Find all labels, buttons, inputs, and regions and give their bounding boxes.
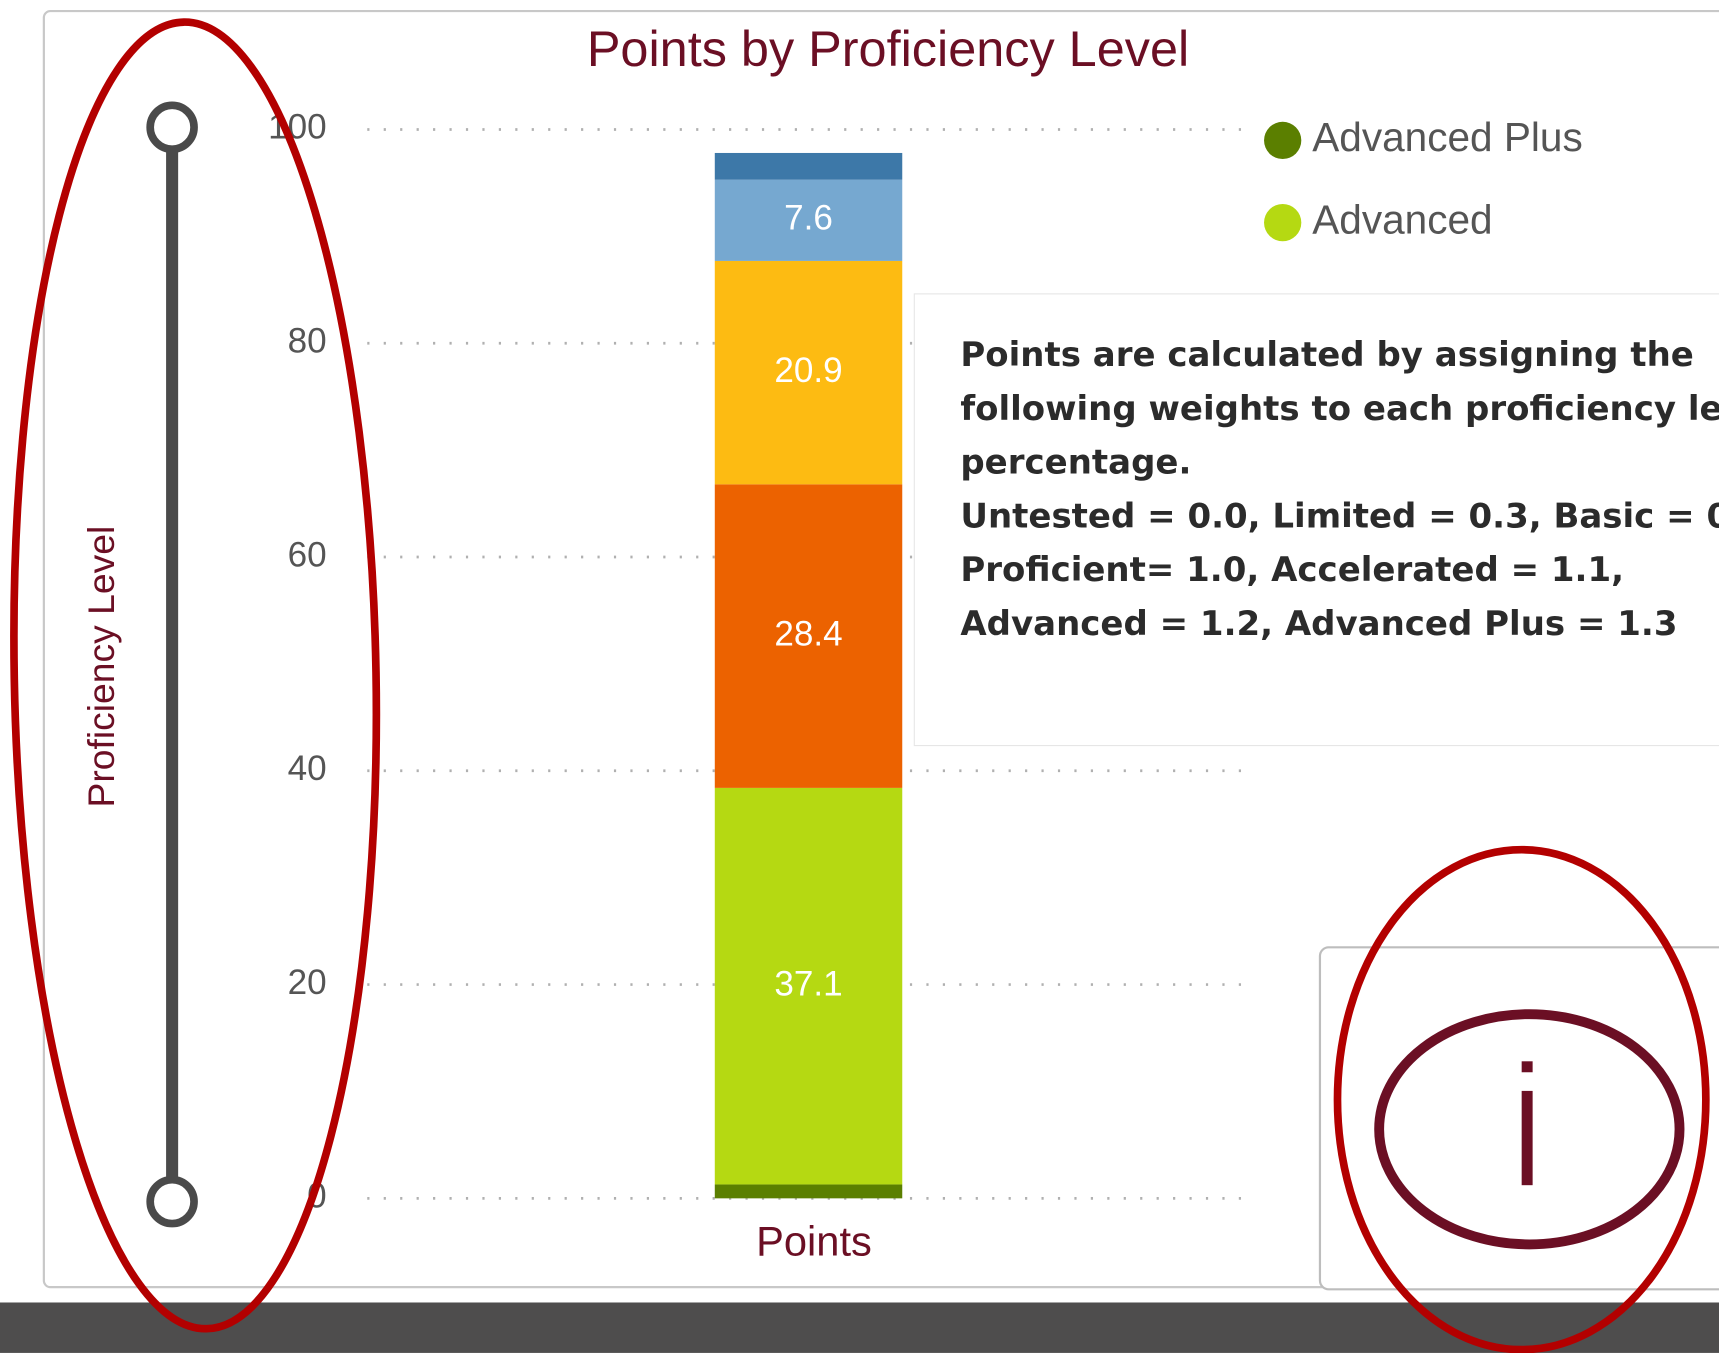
- legend-swatch: [1264, 121, 1302, 160]
- y-axis-label: Proficiency Level: [80, 526, 122, 808]
- plot: 37.1 28.4 20.9 7.6 Points Advanced Plus Advanc…: [714, 114, 1583, 1264]
- legend-label: Advanced: [1312, 196, 1492, 242]
- x-tick-label: Points: [756, 1217, 872, 1264]
- tooltip-text-block: Points are calculated by assigning the f…: [960, 329, 1719, 651]
- data-label: 7.6: [784, 199, 833, 238]
- info-button[interactable]: [1318, 946, 1719, 1291]
- data-label: 28.4: [774, 614, 842, 653]
- y-tick-label: 40: [288, 749, 327, 788]
- info-icon-ring: [1374, 1009, 1685, 1250]
- bar-segment: [714, 260, 903, 485]
- tooltip-content: Points are calculated by assigning the f…: [960, 329, 1719, 651]
- slider-handle[interactable]: [146, 1175, 198, 1228]
- chart-title: Points by Proficiency Level: [587, 20, 1189, 77]
- y-tick-label: 20: [288, 963, 327, 1002]
- annotation-ellipse: [10, 18, 381, 1333]
- annotation-ellipse: [1333, 845, 1710, 1353]
- footer-bar: [0, 1302, 1719, 1353]
- legend-swatch: [1264, 203, 1302, 242]
- tooltip-text: Points are calculated by assigning the f…: [960, 335, 1719, 483]
- info-icon-dot: [1521, 1061, 1533, 1073]
- data-label: 37.1: [774, 964, 842, 1003]
- y-tick-label: 80: [288, 321, 327, 360]
- bar-segment: [714, 484, 903, 788]
- info-icon-stem: [1521, 1090, 1533, 1186]
- bar-segment: [714, 152, 903, 180]
- y-tick-label: 60: [288, 535, 327, 574]
- legend-label: Advanced Plus: [1312, 114, 1582, 160]
- tooltip-weights: Untested = 0.0, Limited = 0.3, Basic = 0…: [960, 496, 1719, 644]
- bar-segment: [714, 1184, 903, 1199]
- bar-segment: [714, 787, 903, 1185]
- slider-handle[interactable]: [146, 101, 198, 154]
- tooltip-box: [913, 293, 1719, 747]
- bar-segment: [714, 179, 903, 261]
- data-label: 20.9: [774, 351, 842, 390]
- slider[interactable]: [146, 101, 198, 1228]
- tooltip: Points are calculated by assigning the f…: [913, 293, 1719, 747]
- annotations: [10, 18, 1710, 1353]
